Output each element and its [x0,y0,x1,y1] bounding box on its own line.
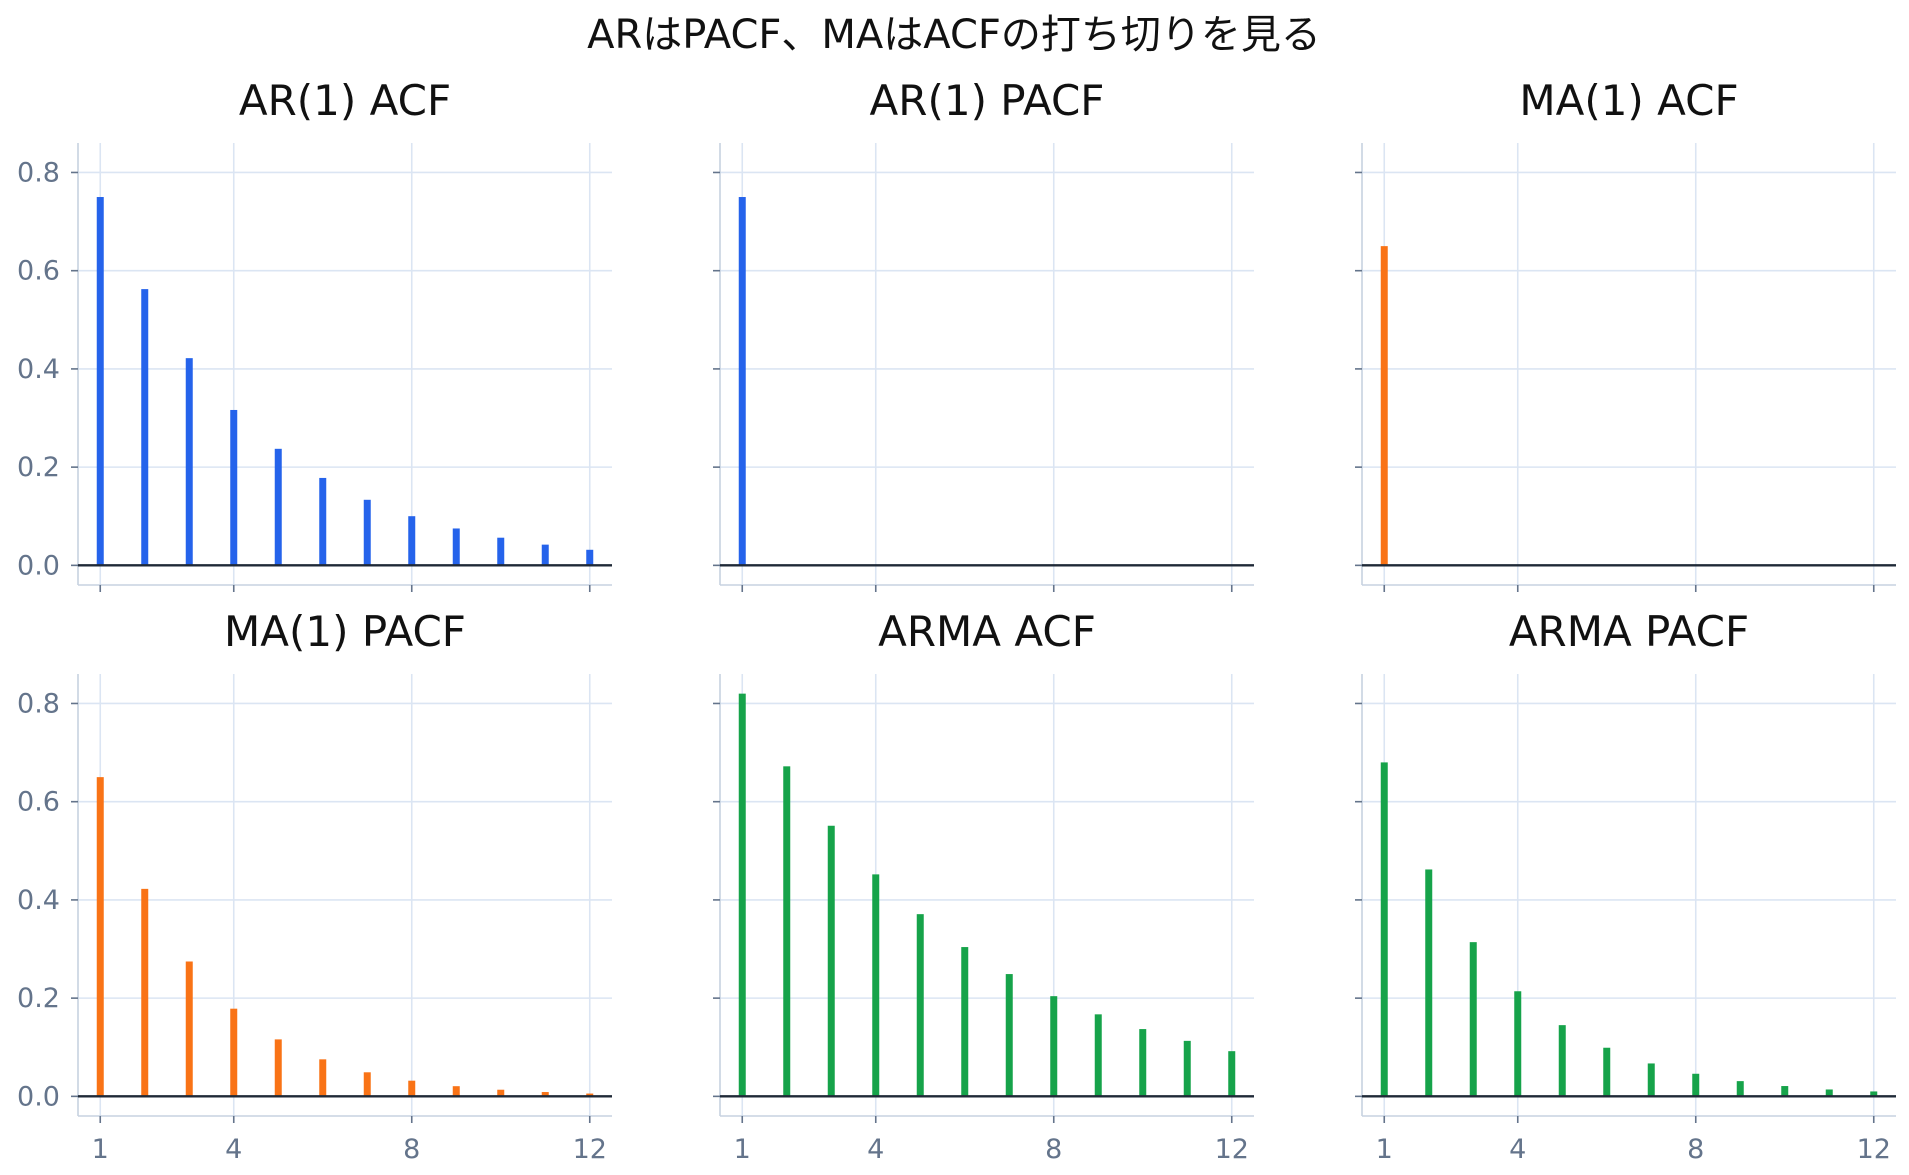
bar [1050,996,1058,1097]
x-tick-label: 12 [1215,1134,1249,1165]
bar [497,1089,505,1097]
bar [408,1080,416,1097]
bar [827,825,835,1097]
x-tick-label: 1 [1376,1134,1393,1165]
panel-title: MA(1) PACF [224,607,466,656]
y-tick-label: 0.8 [17,157,60,188]
bar [1558,1025,1566,1097]
panel-title: AR(1) ACF [239,76,451,125]
bar [1647,1063,1655,1097]
bar [586,549,594,566]
bar [274,448,282,566]
x-tick-label: 8 [1687,1134,1704,1165]
bar [961,947,969,1097]
bar [1380,246,1388,566]
bar [1781,1086,1789,1097]
bar [141,289,149,566]
bar [1736,1081,1744,1097]
bar [408,516,416,566]
bar [1692,1073,1700,1097]
bar [1825,1089,1833,1097]
y-tick-label: 0.6 [17,787,60,818]
panel-title: AR(1) PACF [870,76,1105,125]
y-tick-label: 0.8 [17,688,60,719]
bar [1514,991,1522,1097]
chart-panel: ARMA ACF 1 4 8 12 [713,607,1254,1165]
y-tick-label: 0.4 [17,354,60,385]
x-tick-label: 8 [403,1134,420,1165]
bar [319,1059,327,1097]
chart-panel: AR(1) ACF 0.0 0.2 0.4 0.6 0.8 [17,76,612,592]
y-tick-label: 0.0 [17,1081,60,1112]
bar [230,409,238,566]
y-tick-label: 0.2 [17,983,60,1014]
bar [96,777,104,1097]
bar [230,1008,238,1097]
bar [1183,1040,1191,1097]
bar [1469,942,1477,1097]
figure-title: ARはPACF、MAはACFの打ち切りを見る [587,12,1321,58]
x-tick-label: 4 [225,1134,242,1165]
bar [1094,1014,1102,1097]
chart-panel: MA(1) ACF [1355,76,1896,592]
x-tick-label: 1 [734,1134,751,1165]
bar [363,499,371,566]
bar [1380,762,1388,1097]
chart-panel: ARMA PACF 1 4 8 12 [1355,607,1896,1165]
bar [1139,1029,1147,1097]
bar [541,1092,549,1097]
bar [872,874,880,1097]
bar [1603,1047,1611,1097]
bar [319,477,327,566]
chart-panel: AR(1) PACF [713,76,1254,592]
bar [541,544,549,566]
bar [185,961,193,1097]
bar [452,528,460,566]
bar [1228,1051,1236,1097]
bar [1425,869,1433,1097]
x-tick-label: 8 [1045,1134,1062,1165]
bar [1870,1091,1878,1097]
bar [185,358,193,566]
bar [497,537,505,566]
panel-title: ARMA ACF [878,607,1096,656]
bar [141,888,149,1097]
panel-title: ARMA PACF [1509,607,1749,656]
x-tick-label: 4 [1509,1134,1526,1165]
y-tick-label: 0.6 [17,256,60,287]
chart-panel: MA(1) PACF 0.0 0.2 0.4 0.6 0.8 1 4 8 12 [17,607,612,1165]
x-tick-label: 12 [573,1134,607,1165]
panel-title: MA(1) ACF [1519,76,1738,125]
y-tick-label: 0.2 [17,452,60,483]
bar [783,766,791,1097]
x-tick-label: 12 [1857,1134,1891,1165]
bar [1005,974,1013,1097]
x-tick-label: 4 [867,1134,884,1165]
bar [452,1086,460,1097]
bar [586,1093,594,1097]
y-tick-label: 0.4 [17,885,60,916]
chart-panels: AR(1) ACF 0.0 0.2 0.4 0.6 0.8 AR(1) PACF MA(1) … [17,76,1896,1165]
bar [738,693,746,1097]
bar [96,197,104,566]
bar [738,197,746,566]
bar [274,1039,282,1097]
bar [916,914,924,1097]
bar [363,1072,371,1097]
y-tick-label: 0.0 [17,550,60,581]
x-tick-label: 1 [92,1134,109,1165]
